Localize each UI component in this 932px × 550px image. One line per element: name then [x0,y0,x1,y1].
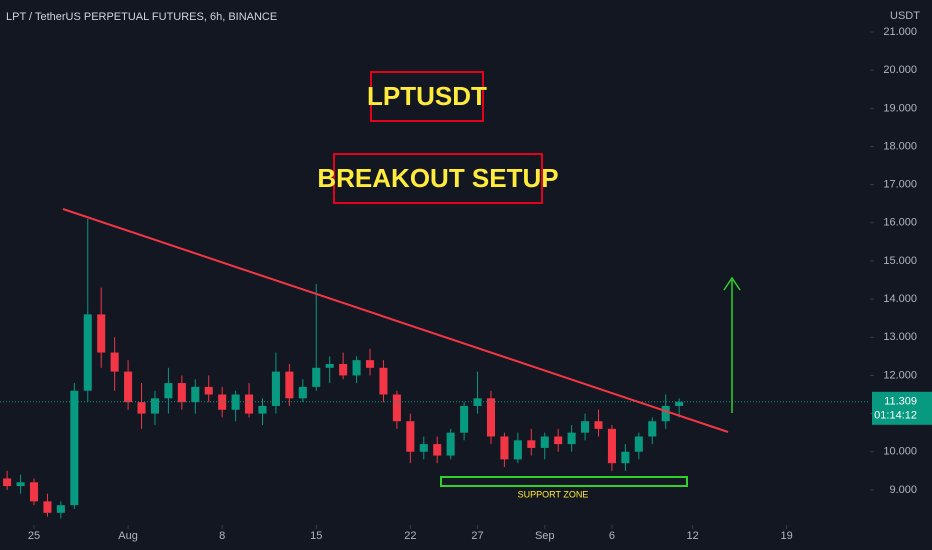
candle-body [607,428,616,464]
candle-body [3,478,12,487]
candle-body [191,386,200,403]
candle-body [325,363,334,368]
candle-body [298,386,307,399]
candle-body [312,367,321,387]
annotation: BREAKOUT SETUP [317,163,558,193]
candle-body [419,444,428,452]
candle-body [392,394,401,422]
last-price-box [872,391,932,425]
candle-body [581,421,590,433]
y-tick-label: 13.000 [883,331,917,343]
candle-body [433,444,442,456]
candle-body [137,402,146,414]
candle-body [204,386,213,395]
candle-body [379,367,388,395]
candle-body [70,390,79,506]
candle-body [554,436,563,445]
x-tick-label: 22 [404,530,416,542]
y-tick-label: 16.000 [883,217,917,229]
candle-body [648,421,657,437]
y-tick-label: 12.000 [883,369,917,381]
y-tick-label: 15.000 [883,255,917,267]
candle-body [446,432,455,456]
candle-body [513,440,522,460]
x-tick-label: Aug [118,530,138,542]
candle-body [567,432,576,445]
x-tick-label: 6 [609,530,615,542]
y-tick-label: 14.000 [883,293,917,305]
candle-body [594,421,603,429]
candle-body [661,405,670,422]
x-tick-label: 25 [28,530,40,542]
annotation-box [370,71,484,122]
candle-body [527,440,536,448]
candle-body [621,451,630,464]
candle-body [164,383,173,399]
candle-body [339,363,348,376]
candle-body [675,401,684,406]
x-tick-label: 15 [310,530,322,542]
chart-title: LPT / TetherUS PERPETUAL FUTURES, 6h, BI… [6,11,277,23]
candle-body [285,371,294,399]
y-tick-label: 20.000 [883,64,917,76]
currency-label: USDT [890,10,920,22]
candle-body [500,436,509,460]
x-tick-label: 12 [686,530,698,542]
x-tick-label: 8 [219,530,225,542]
candle-body [97,314,106,353]
y-tick-label: 10.000 [883,446,917,458]
candle-body [16,482,25,487]
candle-body [258,405,267,414]
candle-body [43,501,52,513]
candle-body [231,394,240,410]
y-tick-label: 17.000 [883,179,917,191]
candle-body [150,398,160,414]
candle-body [83,314,92,391]
candle-body [634,436,643,452]
candle-body [124,371,133,403]
x-tick-label: 27 [471,530,483,542]
candle-body [245,394,254,414]
candle-body [352,360,361,376]
annotation: LPTUSDT [367,81,487,111]
y-tick-label: 9.000 [889,484,917,496]
last-price-label: 11.309 [884,396,917,408]
annotation: SUPPORT ZONE [518,489,589,499]
candle-body [177,383,186,403]
x-tick-label: 19 [781,530,793,542]
candle-body [110,352,119,372]
support-zone [440,476,688,487]
y-tick-label: 18.000 [883,140,917,152]
arrow-head [723,276,741,291]
annotation-box [333,153,543,204]
y-tick-label: 21.000 [883,26,917,38]
trend-line [62,208,729,433]
candle-body [540,436,549,448]
candle-body [365,360,375,368]
candle-body [271,371,280,406]
candle-body [460,405,469,433]
candle-body [486,398,496,437]
y-tick-label: 19.000 [883,102,917,114]
candle-body [406,421,415,452]
candle-body [29,482,39,502]
x-tick-label: Sep [535,530,555,542]
candle-body [56,505,65,513]
countdown-label: 01:14:12 [874,410,917,422]
